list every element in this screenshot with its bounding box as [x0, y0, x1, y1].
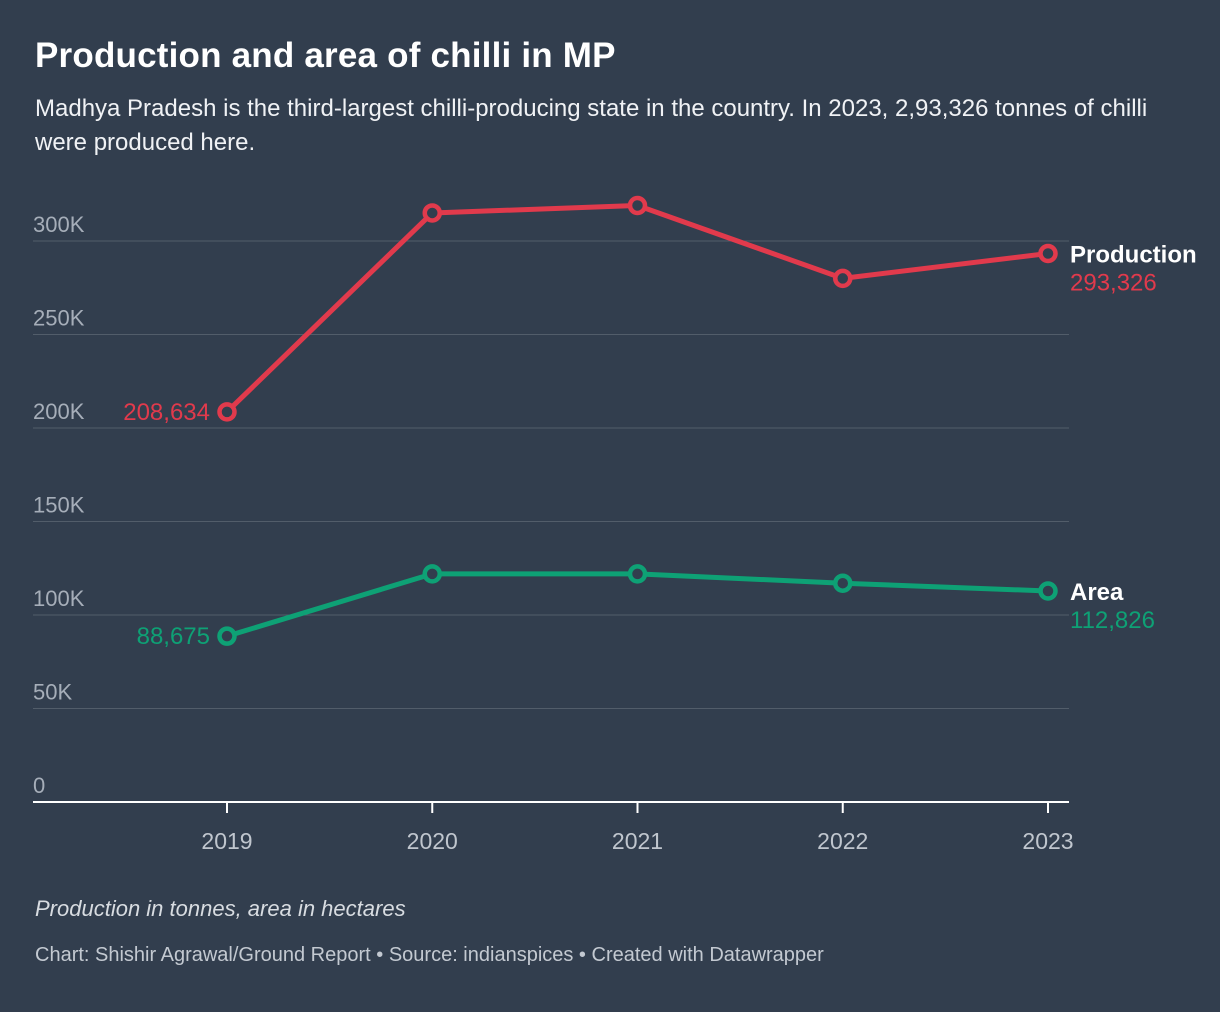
chart-subtitle: Madhya Pradesh is the third-largest chil…: [35, 95, 1148, 156]
data-point-marker-production[interactable]: [627, 195, 648, 216]
series-value-label-area: 112,826: [1070, 607, 1155, 634]
x-tick-label: 2023: [1022, 828, 1073, 854]
series-name-label-production: Production: [1070, 241, 1197, 268]
data-point-marker-production[interactable]: [217, 402, 237, 422]
data-point-marker-area[interactable]: [422, 564, 442, 584]
data-point-marker-area[interactable]: [1038, 581, 1058, 601]
data-point-marker-production[interactable]: [1038, 243, 1058, 264]
y-tick-label: 50K: [33, 680, 72, 705]
data-point-marker-production[interactable]: [422, 203, 442, 223]
chart-header: Production and area of chilli in MP Madh…: [0, 0, 1220, 160]
y-tick-label: 200K: [33, 399, 85, 424]
data-point-marker-area[interactable]: [217, 626, 237, 646]
x-tick-label: 2020: [407, 828, 458, 854]
series-value-label-production: 293,326: [1070, 269, 1157, 296]
series-line-production: [224, 202, 1051, 415]
y-tick-label: 0: [33, 773, 45, 798]
y-tick-label: 100K: [33, 586, 85, 611]
series-name-label-area: Area: [1070, 579, 1124, 606]
y-tick-label: 150K: [33, 493, 85, 518]
x-tick-label: 2022: [817, 828, 868, 854]
chart-note: Production in tonnes, area in hectares: [35, 896, 406, 921]
x-tick-label: 2019: [201, 828, 252, 854]
data-point-marker-area[interactable]: [627, 564, 648, 584]
first-value-label-production: 208,634: [123, 399, 210, 426]
first-value-label-area: 88,675: [137, 623, 210, 650]
y-tick-label: 250K: [33, 306, 85, 331]
data-point-marker-production[interactable]: [833, 268, 853, 289]
chart-byline: Chart: Shishir Agrawal/Ground Report • S…: [35, 944, 824, 966]
page-title: Production and area of chilli in MP: [35, 36, 616, 75]
x-tick-label: 2021: [612, 828, 663, 854]
data-point-marker-area[interactable]: [833, 573, 853, 593]
y-tick-label: 300K: [33, 212, 85, 237]
